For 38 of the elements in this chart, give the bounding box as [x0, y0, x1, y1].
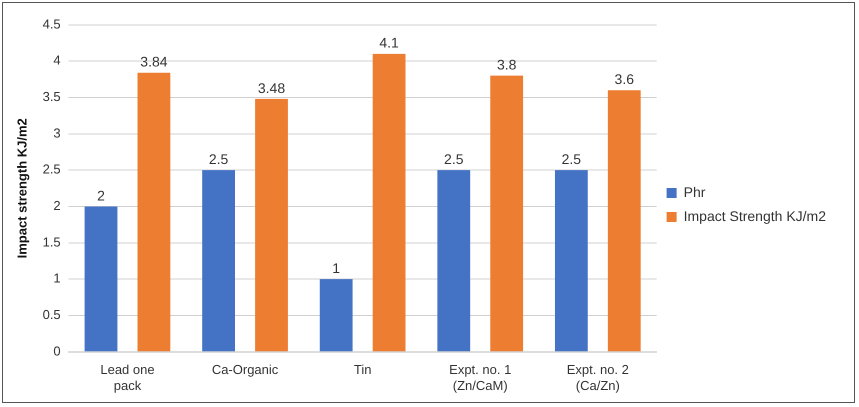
bar	[138, 72, 170, 352]
y-tick-label: 4	[53, 52, 61, 68]
bar	[320, 279, 353, 352]
data-label: 3.6	[614, 71, 634, 88]
y-tick-label: 3.5	[42, 89, 61, 104]
x-tick-label: Lead one pack	[100, 362, 155, 393]
x-tick-label: Tin	[354, 362, 372, 378]
data-label: 3.8	[496, 56, 517, 73]
data-label: 2	[97, 187, 106, 204]
bar	[255, 98, 288, 352]
bar	[437, 170, 470, 352]
y-tick-label: 1.5	[42, 234, 61, 250]
data-label: 2.5	[562, 150, 582, 167]
y-tick-label: 2	[53, 198, 61, 214]
bar	[84, 206, 118, 352]
y-tick-label: 4.5	[42, 16, 61, 32]
data-label: 4.1	[379, 34, 400, 51]
data-label: 2.5	[208, 150, 229, 167]
legend-label: Phr	[684, 184, 706, 200]
y-tick-label: 1	[53, 270, 61, 286]
data-label: 1	[332, 260, 340, 276]
data-label: 2.5	[444, 150, 464, 167]
y-tick-label: 3	[53, 125, 61, 140]
x-tick-label: Expt. no. 2 (Ca/Zn)	[566, 362, 629, 393]
bar	[554, 170, 588, 352]
bar	[372, 54, 406, 352]
x-tick-label: Ca-Organic	[212, 362, 279, 378]
x-tick-label: Expt. no. 1 (Zn/CaM)	[449, 362, 512, 393]
y-axis-title: Impact strength KJ/m2	[14, 118, 30, 258]
y-tick-label: 0.5	[42, 307, 61, 322]
data-label: 3.84	[140, 54, 168, 70]
y-tick-label: 2.5	[42, 162, 61, 177]
legend-label: Impact Strength KJ/m2	[684, 208, 826, 224]
y-tick-label: 0	[53, 343, 61, 358]
bar	[202, 170, 235, 352]
data-label: 3.48	[258, 80, 286, 96]
bar	[608, 90, 641, 352]
bar	[490, 76, 524, 352]
